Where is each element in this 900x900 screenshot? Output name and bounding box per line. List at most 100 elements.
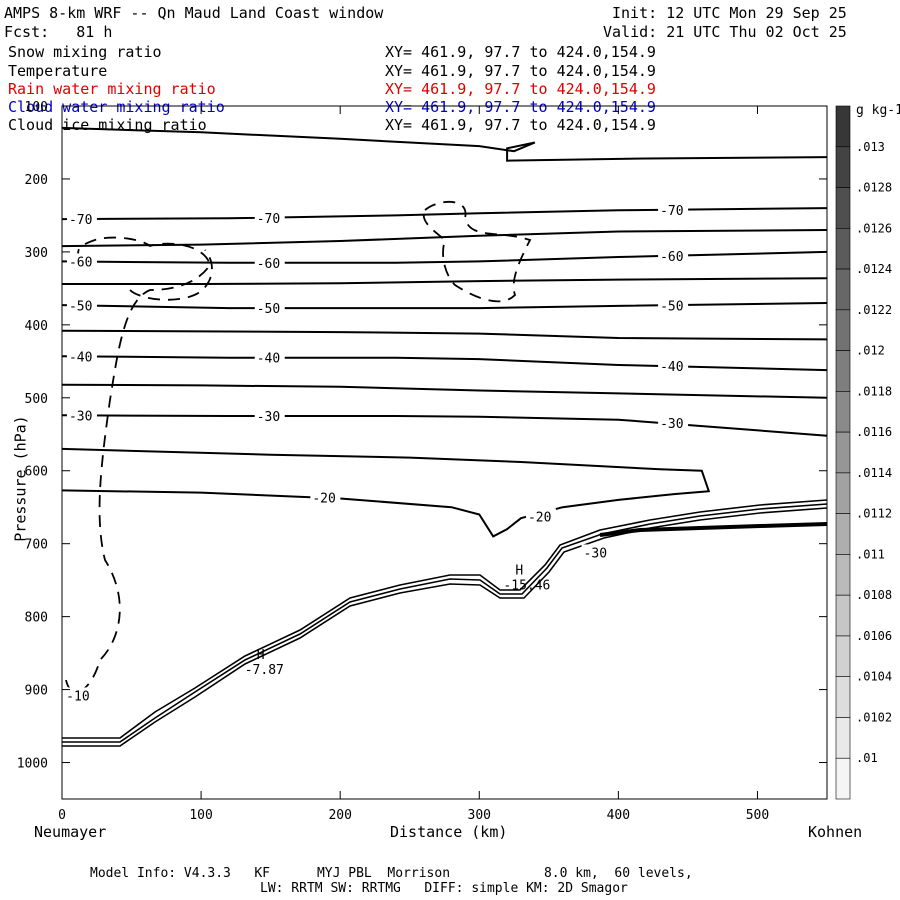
contour-label: -30	[584, 546, 607, 561]
colorbar-swatch	[835, 309, 851, 351]
contour-label: -70	[660, 204, 683, 219]
isotherm-minus50	[61, 302, 828, 310]
contour-label: -30	[660, 417, 683, 432]
field-cloudwater-xy: XY= 461.9, 97.7 to 424.0,154.9	[385, 98, 656, 116]
y-axis-label: Pressure (hPa)	[11, 415, 30, 542]
x-tick-label: 500	[746, 808, 769, 823]
contour-label: -10	[66, 689, 89, 704]
contour-label-bg	[254, 300, 285, 317]
right-endpoint-label: Kohnen	[808, 823, 863, 841]
colorbar-swatch	[835, 187, 851, 229]
colorbar-swatch	[835, 676, 851, 718]
contour-label-bg	[658, 201, 689, 218]
high-value: -15.46	[503, 578, 550, 593]
y-tick-label: 400	[25, 319, 48, 334]
colorbar-label: .0116	[856, 425, 892, 439]
contour-label-bg	[66, 253, 97, 270]
colorbar-swatch	[835, 105, 851, 148]
footer-physics-info: LW: RRTM SW: RRTMG DIFF: simple KM: 2D S…	[260, 881, 628, 896]
contour-label-bg	[658, 357, 689, 374]
contour-label: -70	[69, 213, 92, 228]
isotherm-minus70	[61, 207, 828, 221]
y-tick-label: 500	[25, 392, 48, 407]
cloud-ice-contours	[65, 200, 532, 693]
isotherm-minus30	[61, 414, 828, 437]
y-tick-label: 700	[25, 538, 48, 553]
terrain-surface	[599, 522, 828, 537]
field-rain-xy: XY= 461.9, 97.7 to 424.0,154.9	[385, 80, 656, 98]
y-tick-label: 900	[25, 684, 48, 699]
colorbar-swatch	[835, 350, 851, 392]
colorbar-label: .0104	[856, 670, 892, 684]
colorbar-swatch	[835, 757, 851, 800]
contour-label-bg	[254, 254, 285, 271]
colorbar-label: .0102	[856, 710, 892, 724]
colorbar-swatch	[835, 227, 851, 270]
colorbar-swatch	[835, 717, 851, 759]
y-tick-label: 600	[25, 465, 48, 480]
colorbar-label: .0112	[856, 507, 892, 521]
y-tick-label: 800	[25, 611, 48, 626]
terrain-line-1	[62, 499, 828, 739]
contour-label-bg	[64, 687, 95, 704]
field-rain-name: Rain water mixing ratio	[8, 80, 216, 98]
contour-label-bg	[66, 348, 97, 365]
contour-label: -40	[660, 360, 683, 375]
x-tick-label: 400	[607, 808, 630, 823]
x-axis-label: Distance (km)	[390, 823, 508, 841]
colorbar-swatch	[835, 635, 851, 678]
colorbar-label: .013	[856, 140, 885, 154]
colorbar-swatch	[835, 472, 851, 514]
isotherm-minus40	[61, 355, 828, 372]
field-snow-name: Snow mixing ratio	[8, 43, 162, 61]
axis-ticks: 100 200 300 400 500 600 700 800 900 1000 0 100 200 30…	[17, 100, 827, 823]
high-marker: H	[257, 648, 265, 663]
contour-label-bg	[254, 408, 285, 425]
terrain-contours	[62, 499, 828, 747]
contour-label-bg	[66, 211, 97, 228]
left-endpoint-label: Neumayer	[34, 823, 107, 841]
contour-label-bg	[658, 247, 689, 264]
isotherm-layer	[61, 126, 828, 538]
contour-label: -40	[69, 350, 92, 365]
colorbar-swatch	[835, 594, 851, 637]
contour-labels: -70 -70 -70 -60 -60 -60 -50 -50 -50 -40 -40 -40 -30 -…	[64, 201, 689, 704]
field-cloudice-name: Cloud ice mixing ratio	[8, 116, 207, 134]
field-temp-name: Temperature	[8, 62, 108, 80]
terrain-line-2	[62, 503, 828, 743]
isotherm-minus20	[61, 447, 711, 538]
contour-label-bg	[66, 407, 97, 424]
contour-label: -60	[660, 250, 683, 265]
plot-frame	[61, 105, 828, 800]
colorbar-swatch	[835, 513, 851, 555]
colorbar-swatch	[835, 554, 851, 596]
field-temp-xy: XY= 461.9, 97.7 to 424.0,154.9	[385, 62, 656, 80]
y-tick-label: 100	[25, 100, 48, 115]
init-time: Init: 12 UTC Mon 29 Sep 25	[612, 4, 847, 22]
field-cloudice-xy: XY= 461.9, 97.7 to 424.0,154.9	[385, 116, 656, 134]
contour-label: -40	[257, 352, 280, 367]
terrain-line-3	[62, 507, 828, 747]
colorbar-label: .0126	[856, 221, 892, 235]
valid-time: Valid: 21 UTC Thu 02 Oct 25	[603, 23, 847, 41]
contour-label-bg	[658, 414, 689, 431]
contour-label-bg	[581, 544, 612, 561]
cloud-ice-contour-right	[422, 200, 532, 303]
contour-label: -60	[69, 255, 92, 270]
colorbar-label: .0122	[856, 303, 892, 317]
colorbar-label: .012	[856, 344, 885, 358]
colorbar-swatch	[835, 431, 851, 474]
field-cloudwater-name: Cloud water mixing ratio	[8, 98, 225, 116]
field-snow-xy: XY= 461.9, 97.7 to 424.0,154.9	[385, 43, 656, 61]
contour-label: -30	[257, 410, 280, 425]
high-marker: H	[515, 563, 523, 578]
x-tick-label: 0	[58, 808, 66, 823]
colorbar-swatch	[835, 391, 851, 433]
contour-label: -20	[312, 491, 335, 506]
contour-label: -70	[257, 212, 280, 227]
x-tick-label: 200	[328, 808, 351, 823]
contour-label: -20	[528, 510, 551, 525]
colorbar: .013 .0128 .0126 .0124 .0122 .012 .0118 .0116 .0…	[835, 105, 892, 800]
colorbar-label: .0128	[856, 181, 892, 195]
